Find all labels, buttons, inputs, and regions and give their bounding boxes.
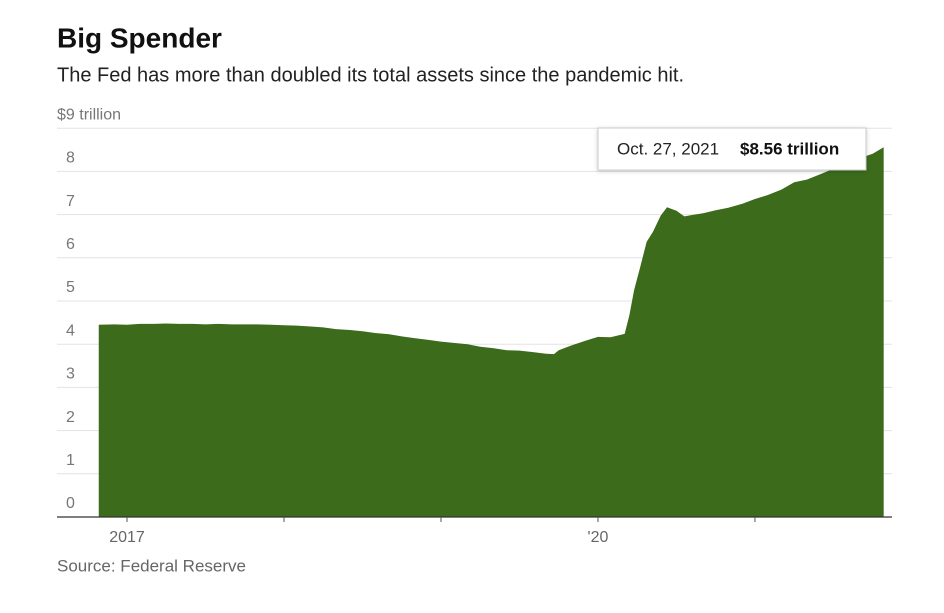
chart-title: Big Spender	[57, 22, 222, 53]
x-tick-label: 2017	[109, 529, 145, 546]
y-tick-label: 0	[66, 495, 75, 512]
y-tick-label: 1	[66, 452, 75, 469]
y-tick-label: 6	[66, 236, 75, 253]
y-tick-label: 5	[66, 279, 75, 296]
y-tick-label: $9 trillion	[57, 106, 121, 123]
y-tick-label: 4	[66, 322, 75, 339]
y-tick-label: 8	[66, 150, 75, 167]
chart-subtitle: The Fed has more than doubled its total …	[57, 64, 684, 86]
y-tick-label: 2	[66, 409, 75, 426]
tooltip-value: $8.56 trillion	[740, 139, 839, 158]
tooltip-box	[597, 127, 867, 171]
source: Source: Federal Reserve	[57, 556, 246, 575]
tooltip-date: Oct. 27, 2021	[617, 139, 719, 158]
area	[98, 147, 884, 517]
x-tick-label: '20	[588, 529, 609, 546]
plot: 2017'20	[57, 147, 892, 546]
tooltip: Oct. 27, 2021 $8.56 trillion	[597, 127, 867, 171]
y-tick-label: 7	[66, 193, 75, 210]
y-tick-label: 3	[66, 366, 75, 383]
